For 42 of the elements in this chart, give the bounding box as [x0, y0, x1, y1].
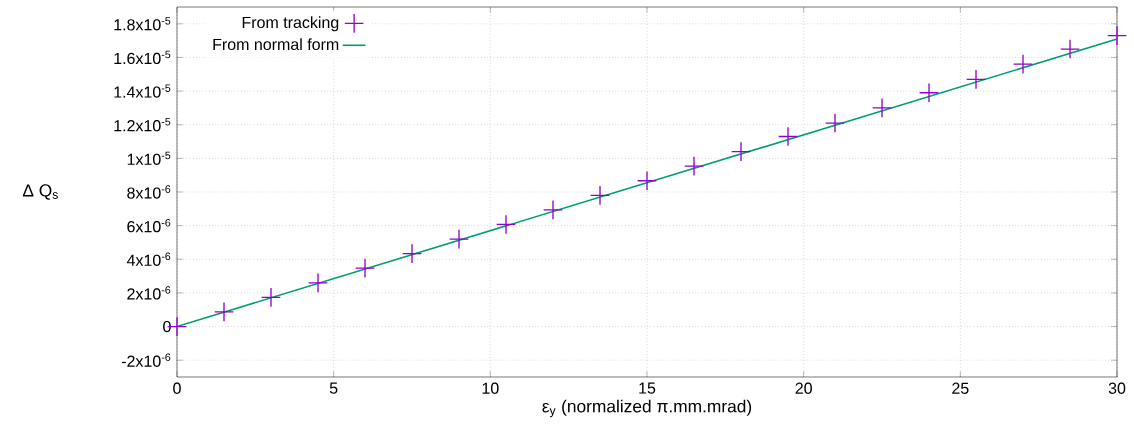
point — [355, 258, 376, 279]
point — [1107, 25, 1128, 46]
x-tick-label: 5 — [329, 382, 338, 394]
point — [261, 287, 282, 308]
y-tick-label: 1.6x10$^{-5}$ — [114, 50, 171, 65]
point — [966, 69, 987, 90]
point — [1013, 54, 1034, 75]
y-tick-label: 0 — [163, 320, 171, 333]
legend-label: From tracking — [242, 16, 339, 32]
y-tick-label: 1.8x10$^{-5}$ — [114, 17, 171, 31]
point — [731, 141, 752, 162]
point — [308, 272, 329, 293]
x-tick-label: 15 — [639, 382, 656, 394]
y-tick-label: 1x10$^{-5}$ — [127, 151, 171, 165]
point — [919, 82, 940, 103]
point — [872, 97, 893, 118]
point — [402, 243, 423, 264]
y-tick-label: 8x10$^{-6}$ — [127, 185, 171, 199]
y-tick-label: 1.4x10$^{-5}$ — [114, 84, 171, 98]
x-axis-title: ε$_{y}$ (normalized π.mm.mrad) — [542, 399, 752, 418]
x-tick-label: 20 — [795, 382, 812, 394]
point — [684, 156, 705, 177]
point — [778, 126, 799, 147]
x-tick-label: 0 — [173, 382, 181, 394]
y-tick-label: 1.2x10$^{-5}$ — [114, 118, 171, 132]
y-tick-label: -2x10$^{-6}$ — [121, 353, 171, 367]
x-tick-label: 25 — [952, 382, 969, 394]
y-tick-label: 4x10$^{-6}$ — [126, 252, 171, 266]
point — [496, 214, 517, 235]
point — [825, 113, 846, 134]
x-tick-label: 30 — [1108, 382, 1126, 394]
x-tick-label: 10 — [482, 382, 499, 394]
point — [590, 185, 611, 206]
point — [637, 170, 658, 191]
y-axis-title: Δ Q$_{s}$ — [22, 184, 58, 200]
point — [543, 199, 564, 220]
y-tick-label: 6x10$^{-6}$ — [127, 218, 171, 233]
point — [1060, 39, 1081, 60]
point — [214, 301, 235, 322]
y-tick-label: 2x10$^{-6}$ — [127, 286, 171, 300]
point — [449, 229, 470, 250]
legend-label: From normal form — [213, 38, 339, 51]
